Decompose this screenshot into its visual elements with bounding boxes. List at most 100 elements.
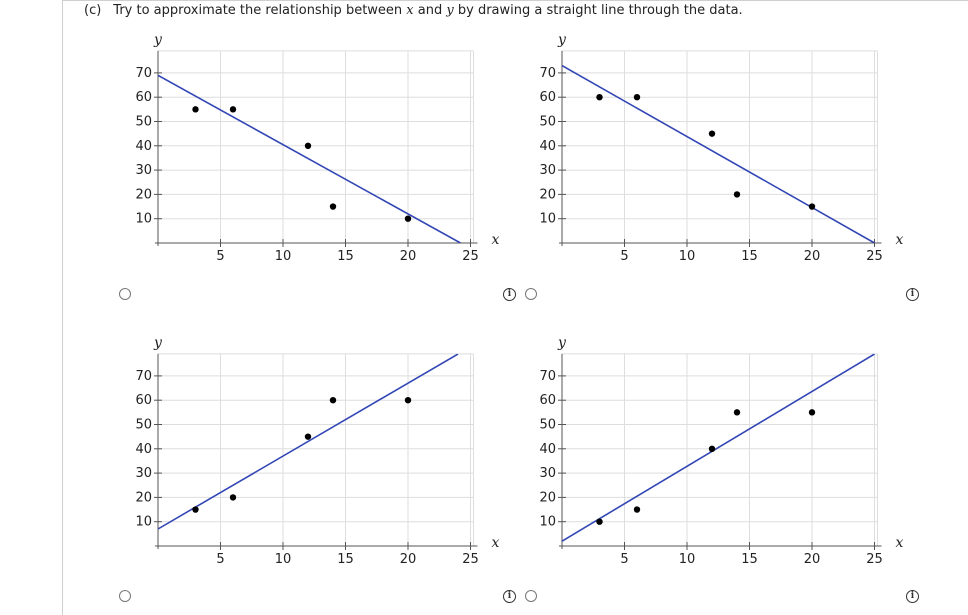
- option-2-radio[interactable]: [525, 288, 537, 300]
- x-tick-label: 10: [679, 249, 696, 264]
- question-text-before: Try to approximate the relationship betw…: [113, 3, 407, 18]
- y-tick-label: 40: [135, 442, 152, 457]
- y-tick-label: 20: [539, 187, 556, 202]
- data-point: [192, 106, 199, 113]
- y-tick-label: 20: [135, 490, 152, 505]
- x-tick-label: 10: [275, 552, 292, 567]
- data-point: [708, 445, 716, 452]
- scatter-plot-option-1: 5 10 15 20 25 10 20 30 40 50 60 70 x y: [135, 32, 500, 264]
- option-3-radio[interactable]: [119, 590, 131, 602]
- data-point: [808, 203, 816, 210]
- y-tick-label: 70: [135, 66, 152, 81]
- y-tick-label: 50: [539, 115, 556, 130]
- data-point: [404, 397, 412, 404]
- y-tick-label: 40: [539, 139, 556, 154]
- x-axis-label: x: [492, 535, 500, 551]
- data-point: [596, 94, 603, 101]
- y-tick-label: 10: [539, 212, 556, 227]
- question-var-y: y: [446, 3, 454, 18]
- x-tick-label: 5: [620, 249, 628, 264]
- x-tick-label: 5: [216, 552, 224, 567]
- data-point: [304, 142, 312, 149]
- y-tick-label: 30: [539, 466, 556, 481]
- x-tick-label: 25: [462, 552, 479, 567]
- x-axis-label: x: [896, 535, 904, 551]
- y-axis-label: y: [557, 335, 567, 351]
- data-point: [304, 433, 312, 440]
- x-axis-label: x: [896, 232, 904, 248]
- x-tick-label: 5: [216, 249, 224, 264]
- y-tick-label: 20: [539, 490, 556, 505]
- data-point: [808, 409, 816, 416]
- regression-line: [158, 353, 459, 530]
- x-tick-label: 15: [741, 249, 758, 264]
- x-tick-label: 25: [866, 249, 883, 264]
- info-icon[interactable]: i: [906, 590, 919, 603]
- info-icon[interactable]: i: [503, 590, 516, 603]
- y-tick-label: 10: [135, 212, 152, 227]
- y-tick-label: 20: [135, 187, 152, 202]
- y-tick-label: 40: [135, 139, 152, 154]
- info-icon[interactable]: i: [503, 288, 516, 301]
- y-tick-label: 60: [135, 393, 152, 408]
- y-tick-label: 70: [135, 369, 152, 384]
- data-point: [229, 106, 237, 113]
- regression-line: [158, 74, 461, 244]
- option-1-radio[interactable]: [119, 288, 131, 300]
- y-tick-label: 30: [135, 163, 152, 178]
- y-tick-label: 60: [539, 393, 556, 408]
- scatter-plot-option-4: 5 10 15 20 25 10 20 30 40 50 60 70 x y: [539, 335, 904, 567]
- x-axis-label: x: [492, 232, 500, 248]
- question-text-mid: and: [413, 3, 447, 18]
- regression-line: [562, 64, 875, 244]
- x-tick-label: 25: [462, 249, 479, 264]
- y-tick-label: 60: [539, 90, 556, 105]
- x-tick-label: 25: [866, 552, 883, 567]
- x-tick-label: 15: [337, 249, 354, 264]
- x-tick-label: 10: [679, 552, 696, 567]
- data-point: [229, 494, 237, 501]
- x-tick-label: 20: [400, 249, 417, 264]
- data-point: [404, 215, 412, 222]
- y-tick-label: 10: [135, 515, 152, 530]
- data-point: [329, 203, 337, 210]
- y-tick-label: 50: [135, 115, 152, 130]
- data-point: [192, 506, 199, 513]
- scatter-plot-option-2: 5 10 15 20 25 10 20 30 40 50 60 70 x y: [539, 32, 904, 264]
- x-tick-label: 20: [804, 552, 821, 567]
- y-tick-label: 70: [539, 66, 556, 81]
- y-axis-label: y: [153, 32, 163, 48]
- option-4-radio[interactable]: [525, 590, 537, 602]
- y-tick-label: 50: [135, 418, 152, 433]
- data-point: [329, 397, 337, 404]
- data-point: [633, 506, 641, 513]
- y-tick-label: 10: [539, 515, 556, 530]
- y-axis-label: y: [557, 32, 567, 48]
- frame-top-border: [62, 0, 968, 1]
- question-var-x: x: [406, 3, 414, 18]
- info-icon[interactable]: i: [906, 288, 919, 301]
- regression-line: [562, 353, 875, 542]
- question-text: (c) Try to approximate the relationship b…: [84, 3, 743, 18]
- y-tick-label: 60: [135, 90, 152, 105]
- question-text-after: by drawing a straight line through the d…: [453, 3, 743, 18]
- x-tick-label: 15: [337, 552, 354, 567]
- y-tick-label: 70: [539, 369, 556, 384]
- question-part: (c): [84, 3, 102, 18]
- x-tick-label: 20: [804, 249, 821, 264]
- y-tick-label: 50: [539, 418, 556, 433]
- frame-left-border: [62, 0, 63, 615]
- y-tick-label: 40: [539, 442, 556, 457]
- data-point: [708, 130, 716, 137]
- x-tick-label: 10: [275, 249, 292, 264]
- data-point: [596, 518, 603, 525]
- x-tick-label: 15: [741, 552, 758, 567]
- data-point: [633, 94, 641, 101]
- x-tick-label: 20: [400, 552, 417, 567]
- x-tick-label: 5: [620, 552, 628, 567]
- y-axis-label: y: [153, 335, 163, 351]
- data-point: [733, 191, 741, 198]
- scatter-plot-option-3: 5 10 15 20 25 10 20 30 40 50 60 70 x y: [135, 335, 500, 567]
- y-tick-label: 30: [539, 163, 556, 178]
- data-point: [733, 409, 741, 416]
